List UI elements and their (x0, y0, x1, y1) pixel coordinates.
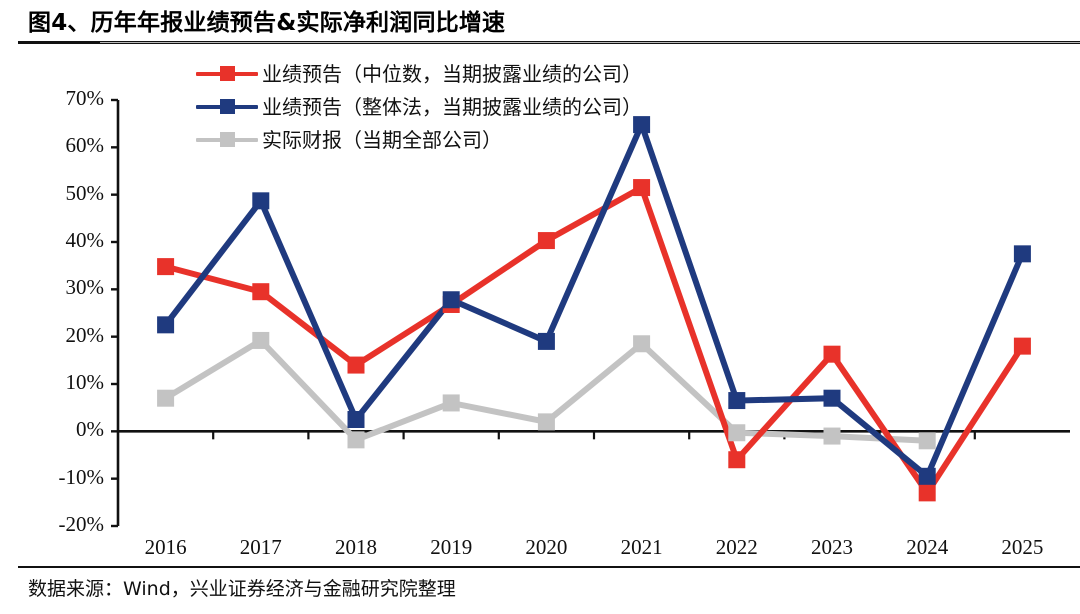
data-point-marker[interactable] (537, 332, 555, 350)
title-block: 图4、历年年报业绩预告&实际净利润同比增速 (0, 0, 1080, 44)
x-axis-label: 2021 (620, 535, 663, 559)
line-chart (111, 98, 1070, 528)
x-axis-label: 2022 (715, 535, 758, 559)
legend-square-icon (219, 66, 235, 81)
data-point-marker[interactable] (252, 283, 270, 301)
data-point-marker[interactable] (728, 392, 746, 410)
data-point-marker[interactable] (918, 467, 936, 485)
data-point-marker[interactable] (252, 331, 270, 349)
data-point-marker[interactable] (347, 411, 365, 428)
legend-item[interactable]: 业绩预告（整体法，当期披露业绩的公司） (196, 91, 642, 122)
x-axis-label: 2025 (1001, 535, 1044, 559)
data-point-marker[interactable] (347, 356, 365, 374)
y-axis-label: 0% (76, 417, 104, 442)
footer-divider (18, 566, 1080, 568)
y-axis-label: -20% (58, 512, 105, 536)
data-point-marker[interactable] (918, 484, 936, 502)
data-point-marker[interactable] (633, 179, 651, 197)
legend-square-icon (219, 132, 235, 147)
footer-block: 数据来源：Wind，兴业证券经济与金融研究院整理 (0, 566, 1080, 614)
y-axis-label: 10% (65, 370, 105, 394)
x-axis-label: 2017 (239, 535, 282, 559)
legend-item[interactable]: 业绩预告（中位数，当期披露业绩的公司） (196, 58, 642, 89)
data-point-marker[interactable] (823, 427, 841, 445)
y-axis-label: 50% (65, 180, 105, 205)
x-axis-label: 2023 (811, 535, 853, 559)
title-divider (18, 41, 1080, 44)
data-point-marker[interactable] (537, 232, 555, 250)
y-axis-label: 70% (65, 86, 105, 110)
data-point-marker[interactable] (728, 424, 746, 442)
y-axis-label: -10% (58, 464, 105, 489)
y-axis-label: 30% (65, 275, 105, 300)
x-axis-label: 2018 (335, 535, 377, 559)
legend-swatch (196, 96, 258, 118)
x-axis-label: 2020 (525, 535, 568, 559)
series-line (163, 116, 1026, 482)
legend-label: 实际财报（当期全部公司） (262, 127, 502, 152)
data-point-marker[interactable] (157, 316, 175, 334)
legend-item[interactable]: 实际财报（当期全部公司） (196, 124, 642, 155)
data-point-marker[interactable] (442, 291, 460, 309)
data-point-marker[interactable] (633, 335, 651, 353)
data-point-marker[interactable] (823, 389, 841, 407)
data-point-marker[interactable] (918, 432, 936, 450)
legend-label: 业绩预告（中位数，当期披露业绩的公司） (262, 61, 642, 86)
data-point-marker[interactable] (347, 431, 365, 449)
page-title: 图4、历年年报业绩预告&实际净利润同比增速 (28, 10, 506, 36)
legend-square-icon (219, 99, 235, 114)
data-point-marker[interactable] (252, 192, 270, 210)
x-axis-label: 2019 (430, 535, 473, 559)
legend-label: 业绩预告（整体法，当期披露业绩的公司） (262, 94, 642, 119)
data-point-marker[interactable] (157, 258, 175, 276)
y-axis-label: 20% (65, 322, 105, 347)
data-point-marker[interactable] (442, 394, 460, 412)
data-point-marker[interactable] (823, 345, 841, 363)
y-axis-label: 40% (65, 228, 105, 252)
legend-swatch (196, 129, 258, 151)
chart-legend: 业绩预告（中位数，当期披露业绩的公司） 业绩预告（整体法，当期披露业绩的公司） 实际… (196, 58, 642, 155)
data-point-marker[interactable] (157, 389, 175, 407)
data-point-marker[interactable] (633, 116, 651, 134)
y-axis-label: 60% (65, 133, 105, 158)
source-note: 数据来源：Wind，兴业证券经济与金融研究院整理 (28, 578, 456, 600)
x-axis-label: 2024 (906, 535, 949, 559)
x-axis-label: 2016 (144, 535, 187, 559)
data-point-marker[interactable] (537, 413, 555, 431)
data-point-marker[interactable] (728, 451, 746, 469)
data-point-marker[interactable] (1013, 337, 1031, 355)
chart-plot-area: 业绩预告（中位数，当期披露业绩的公司） 业绩预告（整体法，当期披露业绩的公司） 实际… (0, 44, 1080, 566)
data-point-marker[interactable] (1013, 245, 1031, 263)
legend-swatch (196, 63, 258, 85)
series-line (164, 183, 1025, 499)
